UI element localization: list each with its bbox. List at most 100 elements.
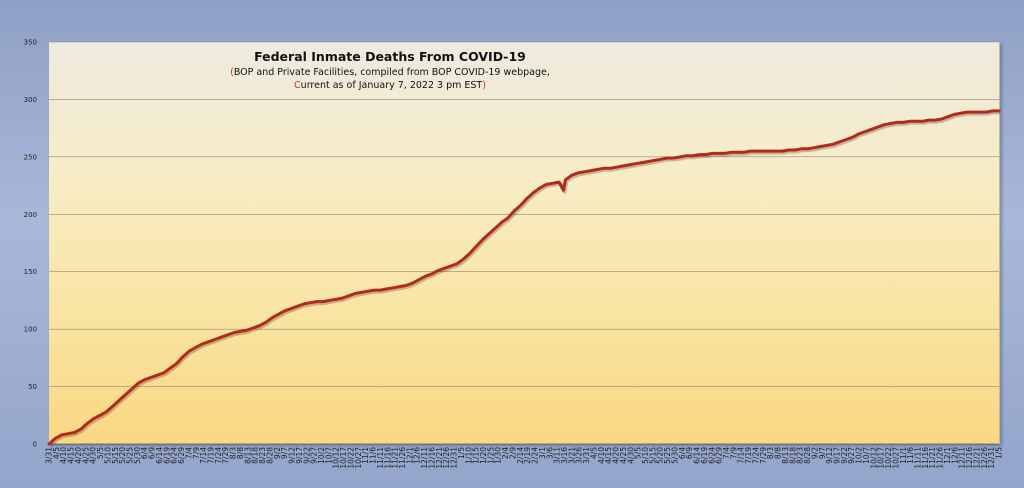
x-tick-label: 11/1 — [899, 447, 908, 464]
x-tick-label: 8/8 — [236, 447, 245, 459]
x-tick-label: 1/15 — [472, 447, 481, 464]
x-tick-label: 6/24 — [170, 447, 179, 464]
x-tick-label: 1/5 — [457, 447, 466, 459]
x-tick-label: 7/29 — [759, 447, 768, 464]
x-tick-label: 4/5 — [589, 447, 598, 459]
x-tick-label: 11/1 — [361, 447, 370, 464]
x-tick-label: 9/22 — [302, 447, 311, 464]
x-tick-label: 11/26 — [936, 447, 945, 469]
y-tick-label: 300 — [24, 96, 37, 104]
x-tick-label: 2/9 — [508, 447, 517, 459]
x-tick-label: 7/14 — [199, 447, 208, 464]
x-tick-label: 11/16 — [383, 447, 392, 469]
x-tick-label: 3/11 — [553, 447, 562, 464]
x-tick-label: 12/21 — [435, 447, 444, 469]
x-tick-label: 2/4 — [501, 447, 510, 459]
x-tick-label: 6/19 — [162, 447, 171, 464]
x-tick-label: 7/19 — [744, 447, 753, 464]
x-tick-label: 3/31 — [45, 447, 54, 464]
x-tick-label: 7/29 — [221, 447, 230, 464]
x-tick-label: 9/12 — [825, 447, 834, 464]
x-tick-label: 1/5 — [995, 447, 1004, 459]
x-tick-label: 10/27 — [891, 447, 900, 469]
x-tick-label: 10/12 — [332, 447, 341, 469]
x-tick-label: 10/7 — [862, 447, 871, 464]
x-tick-label: 5/15 — [111, 447, 120, 464]
x-tick-label: 9/27 — [310, 447, 319, 464]
x-tick-label: 10/17 — [339, 447, 348, 469]
x-tick-label: 5/20 — [118, 447, 127, 464]
x-tick-label: 10/22 — [884, 447, 893, 469]
x-tick-label: 4/15 — [67, 447, 76, 464]
x-tick-label: 12/11 — [958, 447, 967, 469]
chart-subtitle-line2-text: urrent as of January 7, 2022 3 pm EST — [300, 80, 483, 91]
x-tick-label: 1/25 — [486, 447, 495, 464]
y-tick-label: 150 — [24, 268, 37, 276]
x-tick-label: 8/23 — [258, 447, 267, 464]
x-tick-label: 11/11 — [913, 447, 922, 469]
x-tick-label: 8/28 — [265, 447, 274, 464]
x-tick-label: 4/30 — [626, 447, 635, 464]
x-tick-label: 12/1 — [943, 447, 952, 464]
chart-subtitle-line1: (BOP and Private Facilities, compiled fr… — [230, 67, 550, 78]
x-tick-label: 6/29 — [177, 447, 186, 464]
x-tick-label: 8/13 — [781, 447, 790, 464]
x-tick-label: 9/17 — [832, 447, 841, 464]
y-tick-label: 0 — [33, 441, 37, 449]
x-tick-label: 9/2 — [273, 447, 282, 459]
x-tick-label: 5/25 — [126, 447, 135, 464]
series-line-shadow — [48, 110, 1000, 447]
x-tick-label: 12/31 — [450, 447, 459, 469]
x-tick-label: 8/13 — [243, 447, 252, 464]
x-tick-label: 4/15 — [604, 447, 613, 464]
x-tick-label: 8/23 — [796, 447, 805, 464]
x-tick-label: 10/12 — [869, 447, 878, 469]
x-tick-label: 3/16 — [560, 447, 569, 464]
x-tick-label: 6/24 — [707, 447, 716, 464]
x-tick-label: 11/21 — [391, 447, 400, 469]
y-tick-label: 200 — [24, 211, 37, 219]
x-tick-label: 12/26 — [980, 447, 989, 469]
x-tick-label: 4/10 — [59, 447, 68, 464]
x-tick-label: 5/5 — [96, 447, 105, 459]
x-tick-label: 9/22 — [840, 447, 849, 464]
x-tick-label: 10/2 — [855, 447, 864, 464]
x-tick-label: 4/25 — [619, 447, 628, 464]
y-tick-label: 50 — [28, 383, 37, 391]
x-tick-label: 11/6 — [906, 447, 915, 464]
x-tick-label: 3/6 — [545, 447, 554, 459]
x-tick-label: 8/18 — [788, 447, 797, 464]
plot-area — [49, 42, 1000, 444]
x-tick-label: 12/31 — [987, 447, 996, 469]
x-tick-label: 7/9 — [729, 447, 738, 459]
x-tick-label: 5/25 — [663, 447, 672, 464]
x-tick-label: 8/8 — [774, 447, 783, 459]
x-tick-label: 3/1 — [538, 447, 547, 459]
x-tick-label: 11/16 — [921, 447, 930, 469]
x-tick-label: 5/30 — [133, 447, 142, 464]
x-tick-label: 3/31 — [582, 447, 591, 464]
x-tick-label: 5/15 — [648, 447, 657, 464]
x-tick-label: 5/10 — [641, 447, 650, 464]
x-tick-label: 3/21 — [567, 447, 576, 464]
x-tick-label: 11/11 — [376, 447, 385, 469]
y-tick-label: 100 — [24, 326, 37, 334]
x-tick-label: 4/25 — [81, 447, 90, 464]
x-tick-label: 5/10 — [103, 447, 112, 464]
x-tick-label: 10/17 — [877, 447, 886, 469]
x-tick-label: 8/3 — [766, 447, 775, 459]
x-tick-label: 4/20 — [612, 447, 621, 464]
x-tick-label: 2/19 — [523, 447, 532, 464]
x-tick-label: 6/19 — [700, 447, 709, 464]
x-tick-label: 12/1 — [405, 447, 414, 464]
x-tick-label: 9/7 — [280, 447, 289, 459]
x-tick-label: 12/21 — [972, 447, 981, 469]
chart-subtitle-line2: Current as of January 7, 2022 3 pm EST) — [294, 80, 486, 91]
x-tick-label: 12/6 — [950, 447, 959, 464]
x-tick-label: 7/9 — [192, 447, 201, 459]
x-tick-label: 6/29 — [715, 447, 724, 464]
x-tick-label: 8/18 — [251, 447, 260, 464]
x-tick-label: 12/16 — [427, 447, 436, 469]
x-tick-label: 4/5 — [52, 447, 61, 459]
